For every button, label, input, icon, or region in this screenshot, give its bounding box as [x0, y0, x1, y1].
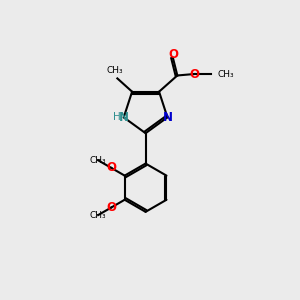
Text: N: N	[119, 111, 129, 124]
Text: CH₃: CH₃	[217, 70, 234, 79]
Text: N: N	[162, 111, 172, 124]
Text: O: O	[189, 68, 200, 80]
Text: CH₃: CH₃	[90, 156, 106, 165]
Text: O: O	[106, 201, 116, 214]
Text: O: O	[106, 161, 116, 175]
Text: O: O	[168, 48, 178, 62]
Text: H: H	[112, 112, 120, 122]
Text: CH₃: CH₃	[90, 211, 106, 220]
Text: CH₃: CH₃	[106, 66, 123, 75]
